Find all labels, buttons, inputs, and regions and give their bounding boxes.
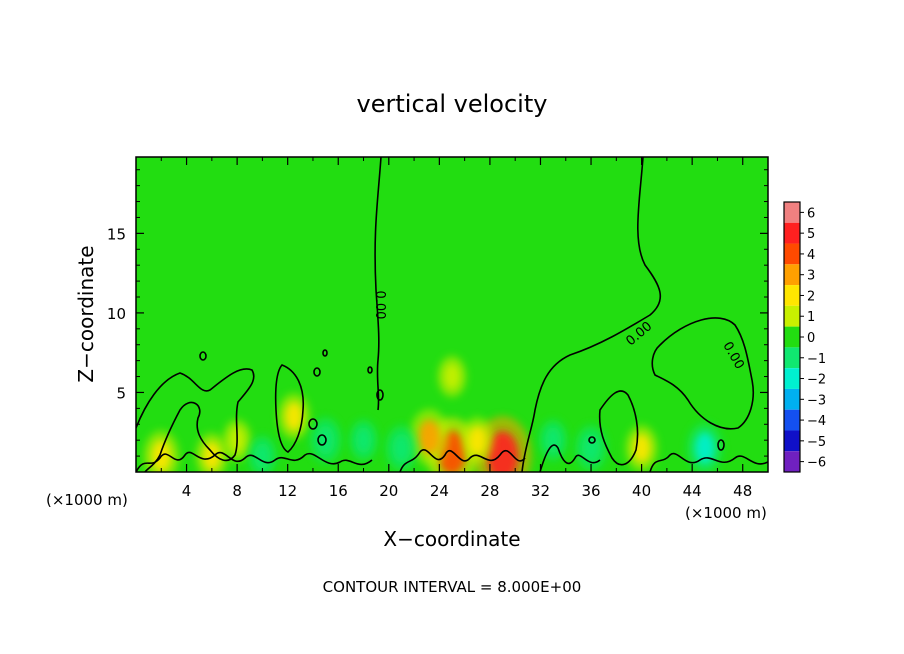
zero-contour-line-right xyxy=(521,157,662,472)
zero-contour-left-cell xyxy=(136,368,255,472)
colorbar-label: −6 xyxy=(807,456,826,471)
velocity-hotspot xyxy=(694,432,715,465)
colorbar-label: −1 xyxy=(807,352,826,367)
x-tick-label: 40 xyxy=(632,482,651,500)
colorbar-label: −3 xyxy=(807,393,826,408)
colorbar-swatch xyxy=(784,222,800,244)
colorbar-label: −5 xyxy=(807,435,826,450)
colorbar-swatch xyxy=(784,368,800,389)
zero-contour-blob xyxy=(313,367,321,377)
colorbar-swatch xyxy=(784,388,800,410)
x-tick-label: 48 xyxy=(733,482,752,500)
y-axis-ticks: 5 10 15 xyxy=(107,169,768,457)
colorbar-swatch xyxy=(784,202,800,223)
colorbar-label: 1 xyxy=(807,310,815,325)
colorbar-label: 6 xyxy=(807,206,815,221)
zero-contour-blob xyxy=(317,434,327,446)
zero-contour-right-cell xyxy=(651,317,754,430)
velocity-hotspot xyxy=(632,433,651,463)
velocity-hotspot xyxy=(468,425,487,455)
y-tick-label: 5 xyxy=(116,384,126,402)
colorbar-label: 3 xyxy=(807,269,815,284)
x-unit-left-label: (×1000 m) xyxy=(46,491,128,509)
chart-title: vertical velocity xyxy=(357,90,548,118)
zero-contour-blob xyxy=(322,349,328,357)
colorbar: 6 5 4 3 2 1 0 −1 −2 −3 −4 −5 −6 xyxy=(783,201,826,473)
y-axis-label: Z−coordinate xyxy=(74,245,98,382)
zero-contour-ridge-right xyxy=(598,390,639,466)
x-tick-label: 32 xyxy=(531,482,550,500)
velocity-hotspot xyxy=(355,427,372,454)
zero-contour-blob xyxy=(367,366,373,374)
velocity-hotspot xyxy=(418,419,441,455)
colorbar-swatch xyxy=(784,326,800,348)
zero-contour-blob xyxy=(717,439,725,451)
x-unit-right-label: (×1000 m) xyxy=(685,504,767,522)
colorbar-swatch xyxy=(784,243,800,265)
zero-contour-cell-12k xyxy=(274,364,305,453)
x-tick-label: 8 xyxy=(232,482,242,500)
x-tick-label: 44 xyxy=(683,482,702,500)
x-tick-label: 20 xyxy=(379,482,398,500)
velocity-hotspot xyxy=(392,433,411,463)
zero-contour-ground-edge xyxy=(136,444,768,472)
x-tick-label: 12 xyxy=(278,482,297,500)
x-tick-label: 24 xyxy=(430,482,449,500)
colorbar-swatch xyxy=(784,347,800,369)
colorbar-label: 5 xyxy=(807,227,815,242)
contour-label: 0.00 xyxy=(372,290,387,319)
colorbar-label: 0 xyxy=(807,331,815,346)
velocity-hotspot xyxy=(444,363,460,390)
colorbar-swatch xyxy=(784,430,800,452)
zero-contour-blob xyxy=(308,418,318,430)
zero-contour-blob xyxy=(199,351,207,361)
x-axis-label: X−coordinate xyxy=(383,527,520,551)
colorbar-swatch xyxy=(784,409,800,431)
zero-contour-blob xyxy=(588,436,596,444)
zero-contour-blob xyxy=(376,389,384,401)
plot-frame xyxy=(135,156,769,473)
colorbar-label: 2 xyxy=(807,289,815,304)
x-tick-label: 16 xyxy=(329,482,348,500)
zero-contours xyxy=(136,157,768,472)
x-tick-label: 4 xyxy=(182,482,192,500)
contour-interval-note: CONTOUR INTERVAL = 8.000E+00 xyxy=(323,578,582,596)
x-tick-label: 28 xyxy=(480,482,499,500)
velocity-hotspot xyxy=(285,401,303,431)
y-tick-label: 15 xyxy=(107,225,126,243)
x-tick-label: 36 xyxy=(581,482,600,500)
velocity-hotspot xyxy=(254,443,271,470)
velocity-hotspot xyxy=(202,441,221,471)
velocity-field xyxy=(143,355,723,472)
y-tick-label: 10 xyxy=(107,305,126,323)
colorbar-swatch xyxy=(784,264,800,286)
colorbar-swatch xyxy=(784,285,800,306)
colorbar-label: 4 xyxy=(807,248,815,263)
colorbar-swatch xyxy=(784,305,800,327)
colorbar-label: −2 xyxy=(807,373,826,388)
colorbar-swatch xyxy=(784,451,800,472)
colorbar-label: −4 xyxy=(807,414,826,429)
x-axis-ticks: 4 8 12 16 20 24 28 32 36 40 44 48 xyxy=(160,157,752,500)
zero-contour-line-left xyxy=(374,157,382,411)
